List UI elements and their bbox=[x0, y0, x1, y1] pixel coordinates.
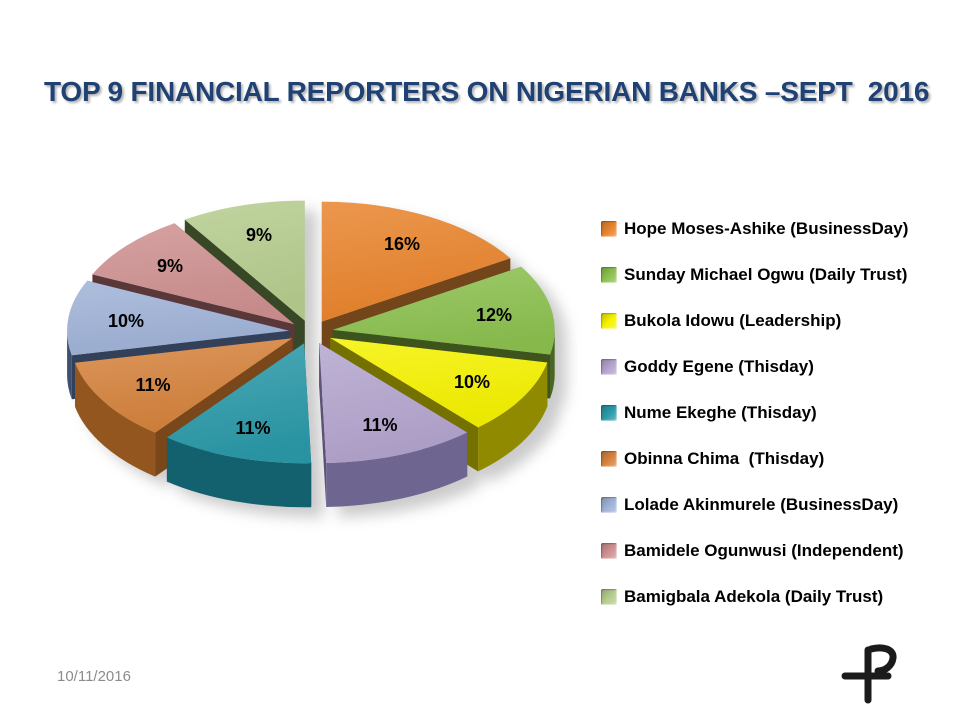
pie-slice-top[interactable] bbox=[321, 201, 511, 322]
pie-slice-4 bbox=[319, 343, 468, 507]
legend-item[interactable]: Hope Moses-Ashike (BusinessDay) bbox=[601, 217, 951, 241]
legend-item-label: Bukola Idowu (Leadership) bbox=[624, 311, 842, 330]
legend-item[interactable]: Lolade Akinmurele (BusinessDay) bbox=[601, 493, 951, 517]
pie-data-label: 11% bbox=[235, 418, 270, 438]
pie-data-label: 12% bbox=[476, 305, 512, 325]
pie-slice-top[interactable] bbox=[92, 223, 295, 325]
pie-slice-top[interactable] bbox=[319, 343, 468, 463]
legend-swatch-icon bbox=[601, 359, 617, 375]
pie-slice-top[interactable] bbox=[184, 200, 305, 321]
pie-data-label: 11% bbox=[362, 415, 397, 435]
legend-item[interactable]: Bamidele Ogunwusi (Independent) bbox=[601, 539, 951, 563]
legend-item-label: Bamidele Ogunwusi (Independent) bbox=[624, 541, 904, 560]
pie-slice-top[interactable] bbox=[67, 280, 290, 356]
legend-item[interactable]: Sunday Michael Ogwu (Daily Trust) bbox=[601, 263, 951, 287]
legend-item[interactable]: Goddy Egene (Thisday) bbox=[601, 355, 951, 379]
legend-item-label: Goddy Egene (Thisday) bbox=[624, 357, 814, 376]
pie-slice-top[interactable] bbox=[332, 266, 555, 355]
chart-title: TOP 9 FINANCIAL REPORTERS ON NIGERIAN BA… bbox=[44, 76, 930, 107]
legend-item-label: Sunday Michael Ogwu (Daily Trust) bbox=[624, 265, 908, 284]
legend-swatch-icon bbox=[601, 543, 617, 559]
pie-slice-top[interactable] bbox=[75, 338, 293, 433]
legend-item-label: Bamigbala Adekola (Daily Trust) bbox=[624, 587, 884, 606]
legend-item[interactable]: Obinna Chima (Thisday) bbox=[601, 447, 951, 471]
footer-date: 10/11/2016 bbox=[57, 668, 131, 685]
legend-swatch-icon bbox=[601, 221, 617, 237]
legend-swatch-icon bbox=[601, 313, 617, 329]
pie-slice-rim bbox=[550, 329, 555, 399]
pie-slice-top[interactable] bbox=[330, 337, 548, 428]
legend-swatch-icon bbox=[601, 589, 617, 605]
pie-data-label: 9% bbox=[157, 256, 183, 276]
pie-data-label: 16% bbox=[384, 234, 420, 254]
legend-item-label: Obinna Chima (Thisday) bbox=[624, 449, 825, 468]
chart-legend: Hope Moses-Ashike (BusinessDay) Sunday Mi… bbox=[601, 217, 951, 631]
pie-slice-rim bbox=[75, 362, 156, 477]
pie-slice-side bbox=[319, 343, 327, 507]
pie-slice-5 bbox=[166, 343, 312, 508]
legend-swatch-icon bbox=[601, 451, 617, 467]
legend-item-label: Nume Ekeghe (Thisday) bbox=[624, 403, 817, 422]
legend-item[interactable]: Nume Ekeghe (Thisday) bbox=[601, 401, 951, 425]
legend-item[interactable]: Bukola Idowu (Leadership) bbox=[601, 309, 951, 333]
pie-data-label: 10% bbox=[108, 311, 144, 331]
plus-p-logo-icon bbox=[841, 644, 897, 704]
legend-swatch-icon bbox=[601, 405, 617, 421]
pie-data-label: 9% bbox=[246, 225, 272, 245]
pie-slice-rim bbox=[326, 432, 468, 507]
legend-item-label: Lolade Akinmurele (BusinessDay) bbox=[624, 495, 899, 514]
legend-swatch-icon bbox=[601, 267, 617, 283]
legend-item-label: Hope Moses-Ashike (BusinessDay) bbox=[624, 219, 909, 238]
pie-slice-rim bbox=[166, 437, 312, 508]
pie-slice-rim bbox=[67, 330, 72, 400]
pie-slice-rim bbox=[478, 362, 548, 472]
pie-data-label: 11% bbox=[135, 375, 170, 395]
pie-data-label: 10% bbox=[454, 372, 490, 392]
legend-item[interactable]: Bamigbala Adekola (Daily Trust) bbox=[601, 585, 951, 609]
legend-swatch-icon bbox=[601, 497, 617, 513]
pie-slice-top[interactable] bbox=[166, 343, 312, 464]
